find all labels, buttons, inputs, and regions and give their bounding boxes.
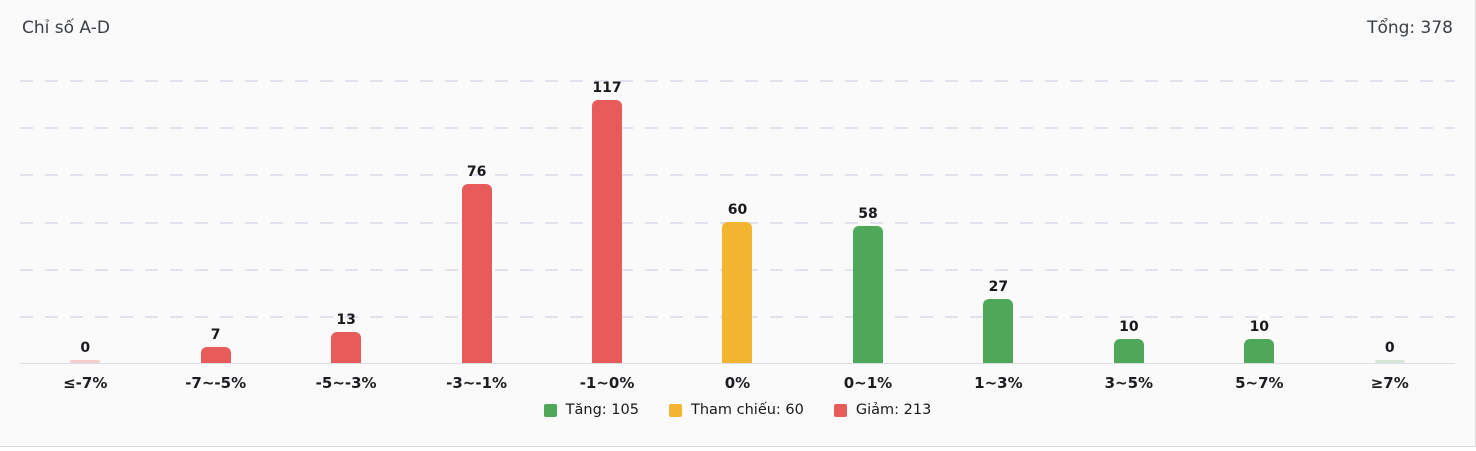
bar[interactable] xyxy=(70,360,101,363)
bar-value-label: 7 xyxy=(210,326,221,343)
bar-value-label: 58 xyxy=(858,206,878,223)
bar-value-label: 60 xyxy=(727,201,748,218)
bar-value-label: 13 xyxy=(336,312,356,329)
bar-column: 0 xyxy=(20,80,150,363)
bar[interactable] xyxy=(1244,339,1275,363)
x-axis-label: 3~5% xyxy=(1104,374,1154,392)
legend-swatch-icon xyxy=(833,403,847,417)
bar-value-label: 117 xyxy=(592,80,622,96)
bar[interactable] xyxy=(852,226,883,363)
gridline xyxy=(20,127,1455,130)
x-axis-label: -1~0% xyxy=(579,374,635,392)
bar-column: 10 xyxy=(1194,80,1324,363)
bar[interactable] xyxy=(983,299,1014,363)
bar-column: 27 xyxy=(933,80,1063,363)
legend-item-down[interactable]: Giảm: 213 xyxy=(833,401,932,419)
legend-swatch-icon xyxy=(668,403,682,417)
bar[interactable] xyxy=(461,183,492,363)
x-axis-label: 1~3% xyxy=(974,374,1023,392)
chart-legend: Tăng: 105 Tham chiếu: 60 Giảm: 213 xyxy=(0,401,1475,419)
bar-value-label: 0 xyxy=(80,340,91,356)
bar-value-label: 76 xyxy=(466,163,487,180)
bar-column: 117 xyxy=(542,80,672,363)
bar-column: 76 xyxy=(411,80,541,363)
bar-value-label: 27 xyxy=(988,279,1009,296)
bar[interactable] xyxy=(592,100,623,363)
x-axis-line xyxy=(20,362,1455,364)
x-axis-label: 0% xyxy=(724,374,751,392)
x-axis-label: ≥7% xyxy=(1370,374,1409,392)
bar-column: 58 xyxy=(803,80,933,363)
x-axis-label: 0~1% xyxy=(843,374,893,392)
legend-item-ref[interactable]: Tham chiếu: 60 xyxy=(668,401,804,419)
gridline xyxy=(20,174,1455,177)
bar-column: 7 xyxy=(150,80,280,363)
x-axis-label: -3~-1% xyxy=(446,374,508,392)
bar-column: 10 xyxy=(1064,80,1194,363)
x-axis-label: -7~-5% xyxy=(185,374,247,392)
x-axis-label: 5~7% xyxy=(1235,374,1284,392)
legend-label: Giảm: 213 xyxy=(855,402,932,418)
x-axis-label: ≤-7% xyxy=(63,374,108,392)
plot-area: 0 7 13 76 117 60 58 27 10 10 0 xyxy=(20,80,1455,364)
legend-swatch-icon xyxy=(543,403,557,417)
bar[interactable] xyxy=(722,221,753,363)
bar[interactable] xyxy=(200,346,231,363)
bars-container: 0 7 13 76 117 60 58 27 10 10 0 xyxy=(20,80,1455,363)
x-axis-labels: ≤-7% -7~-5% -5~-3% -3~-1% -1~0% 0% 0~1% 1~3% 3~5… xyxy=(20,363,1455,392)
total-badge: Tổng: 378 xyxy=(1367,18,1453,38)
bar-value-label: 10 xyxy=(1119,319,1139,336)
bar[interactable] xyxy=(331,332,362,363)
card-header: Chỉ số A-D Tổng: 378 xyxy=(0,0,1475,40)
bar-column: 0 xyxy=(1325,80,1455,363)
bar-value-label: 0 xyxy=(1384,340,1395,356)
bar-column: 13 xyxy=(281,80,411,363)
legend-label: Tăng: 105 xyxy=(565,402,639,418)
bar[interactable] xyxy=(1374,360,1405,363)
bar-value-label: 10 xyxy=(1249,319,1270,336)
gridline xyxy=(20,80,1455,82)
legend-label: Tham chiếu: 60 xyxy=(690,402,804,418)
chart-title: Chỉ số A-D xyxy=(22,18,110,38)
bar-column: 60 xyxy=(672,80,802,363)
bar[interactable] xyxy=(1113,339,1144,363)
legend-item-up[interactable]: Tăng: 105 xyxy=(543,401,639,419)
x-axis-label: -5~-3% xyxy=(315,374,377,392)
